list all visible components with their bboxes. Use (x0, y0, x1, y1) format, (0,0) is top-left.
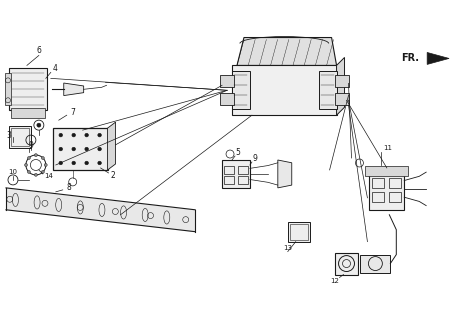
Polygon shape (278, 160, 292, 188)
Circle shape (34, 173, 37, 176)
Text: 12: 12 (330, 278, 339, 284)
Bar (238, 166, 248, 174)
Bar (220, 93, 234, 105)
Text: 2: 2 (110, 172, 115, 180)
Circle shape (85, 147, 89, 151)
Text: 3: 3 (7, 131, 11, 140)
Circle shape (98, 161, 101, 165)
Circle shape (85, 161, 89, 165)
Bar (290, 224, 308, 240)
Text: 10: 10 (8, 169, 17, 175)
Bar (390, 192, 401, 202)
Circle shape (98, 133, 101, 137)
Bar (11, 108, 45, 118)
Bar (224, 176, 234, 184)
Circle shape (72, 133, 75, 137)
Text: 7: 7 (70, 108, 75, 117)
Text: 9: 9 (252, 154, 257, 163)
Circle shape (34, 154, 37, 156)
Circle shape (24, 164, 27, 166)
Bar (334, 76, 349, 87)
Circle shape (85, 133, 89, 137)
Bar (9, 68, 47, 110)
Text: 14: 14 (44, 173, 53, 179)
Circle shape (44, 164, 47, 166)
Bar (222, 160, 250, 188)
Circle shape (27, 156, 31, 159)
Text: 4: 4 (52, 64, 57, 73)
Circle shape (59, 161, 63, 165)
Text: 5: 5 (236, 148, 240, 156)
Circle shape (27, 171, 31, 173)
Polygon shape (337, 58, 344, 115)
Bar (360, 255, 390, 273)
Bar (373, 178, 384, 188)
Text: 11: 11 (383, 145, 392, 151)
Bar (373, 192, 384, 202)
Bar (288, 222, 309, 242)
Polygon shape (107, 122, 115, 170)
Text: 6: 6 (36, 46, 41, 55)
Bar (224, 166, 234, 174)
Bar (334, 252, 358, 275)
Bar (238, 176, 248, 184)
Text: 8: 8 (66, 183, 71, 192)
Bar (369, 168, 404, 210)
Circle shape (59, 133, 63, 137)
Circle shape (72, 161, 75, 165)
Circle shape (72, 147, 75, 151)
Polygon shape (237, 37, 337, 65)
Text: FR.: FR. (401, 53, 419, 63)
Circle shape (59, 147, 63, 151)
Bar (232, 65, 337, 115)
Bar (390, 178, 401, 188)
Text: 9: 9 (28, 140, 33, 149)
Bar (334, 93, 349, 105)
Polygon shape (64, 83, 84, 96)
Bar (53, 128, 107, 170)
Bar (319, 71, 337, 109)
Circle shape (98, 147, 101, 151)
Bar (220, 76, 234, 87)
Bar (9, 126, 31, 148)
Circle shape (41, 171, 44, 173)
Bar (11, 128, 29, 146)
Circle shape (37, 123, 41, 127)
Polygon shape (427, 52, 449, 64)
Bar (5, 73, 11, 105)
Text: 13: 13 (283, 244, 292, 251)
Bar (232, 71, 250, 109)
Bar (365, 166, 408, 176)
Circle shape (41, 156, 44, 159)
